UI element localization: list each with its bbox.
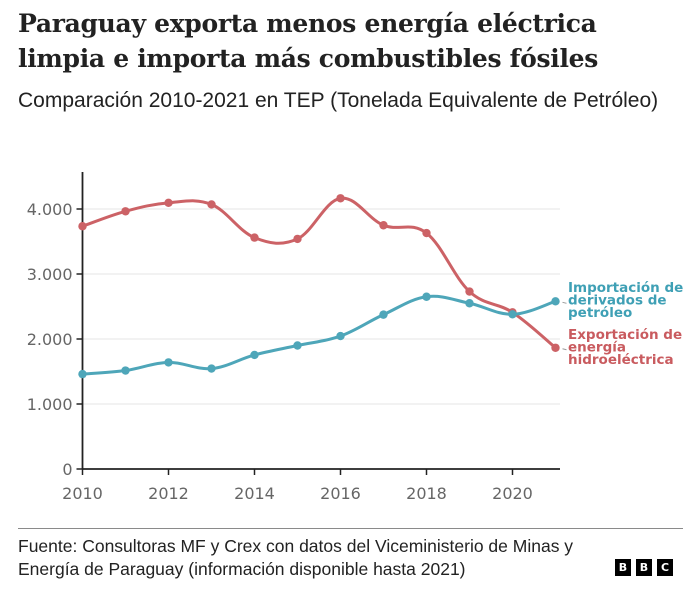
data-point: [293, 234, 302, 244]
axes: [81, 172, 560, 470]
data-point: [250, 233, 259, 242]
footer-divider: [18, 528, 683, 529]
y-tick-label: 4.000: [27, 200, 73, 219]
bbc-logo-block: B: [636, 559, 652, 576]
bbc-logo-block: C: [657, 559, 673, 576]
x-tick-label: 2010: [62, 484, 103, 503]
series-line: [81, 196, 557, 350]
data-point: [551, 343, 560, 352]
series-label-line: derivados de: [568, 293, 667, 309]
x-axis-ticks: 2010 2012 2014 2016 2018 2020: [62, 469, 533, 503]
data-point: [121, 366, 130, 375]
y-tick-label: 0: [62, 460, 72, 479]
data-point: [551, 297, 560, 306]
data-point: [164, 358, 173, 367]
data-point: [508, 310, 517, 319]
x-tick-label: 2014: [234, 484, 275, 503]
data-point: [336, 331, 345, 341]
y-tick-label: 1.000: [27, 395, 73, 414]
series-label-line: energía: [568, 340, 626, 356]
series-import: [78, 292, 560, 379]
series-export: [78, 194, 560, 352]
label-leader: [562, 301, 567, 304]
data-point: [293, 341, 302, 350]
chart-subtitle: Comparación 2010-2021 en TEP (Tonelada E…: [18, 89, 659, 112]
data-point: [164, 198, 173, 208]
data-point: [336, 194, 345, 203]
gridlines: [82, 208, 560, 405]
bbc-logo-block: B: [615, 559, 631, 576]
y-tick-label: 3.000: [27, 265, 73, 284]
series-label-line: Exportación de: [568, 327, 682, 343]
data-point: [379, 221, 388, 230]
data-point: [207, 364, 216, 373]
data-point: [379, 310, 388, 319]
label-leader: [562, 348, 567, 351]
series-line: [81, 294, 557, 376]
y-tick-label: 2.000: [27, 330, 73, 349]
series-label-line: Importación de: [568, 280, 683, 296]
data-point: [121, 207, 130, 216]
data-point: [422, 228, 431, 238]
data-point: [207, 200, 216, 209]
y-axis-ticks: 0 1.000 2.000 3.000 4.000: [27, 200, 83, 479]
data-point: [422, 292, 431, 301]
bbc-logo: B B C: [615, 559, 673, 576]
x-tick-label: 2020: [492, 484, 533, 503]
data-point: [250, 350, 259, 360]
chart-title: Paraguay exporta menos energía eléctrica…: [18, 9, 599, 73]
x-tick-label: 2016: [320, 484, 361, 503]
series: [78, 194, 560, 379]
series-label-line: petróleo: [568, 305, 632, 321]
data-point: [465, 287, 474, 296]
data-point: [78, 369, 87, 379]
x-tick-label: 2012: [148, 484, 189, 503]
source-note: Fuente: Consultoras MF y Crex con datos …: [18, 536, 574, 579]
data-point: [465, 299, 474, 308]
x-tick-label: 2018: [406, 484, 447, 503]
data-point: [78, 222, 87, 231]
series-label-line: hidroeléctrica: [568, 352, 674, 368]
